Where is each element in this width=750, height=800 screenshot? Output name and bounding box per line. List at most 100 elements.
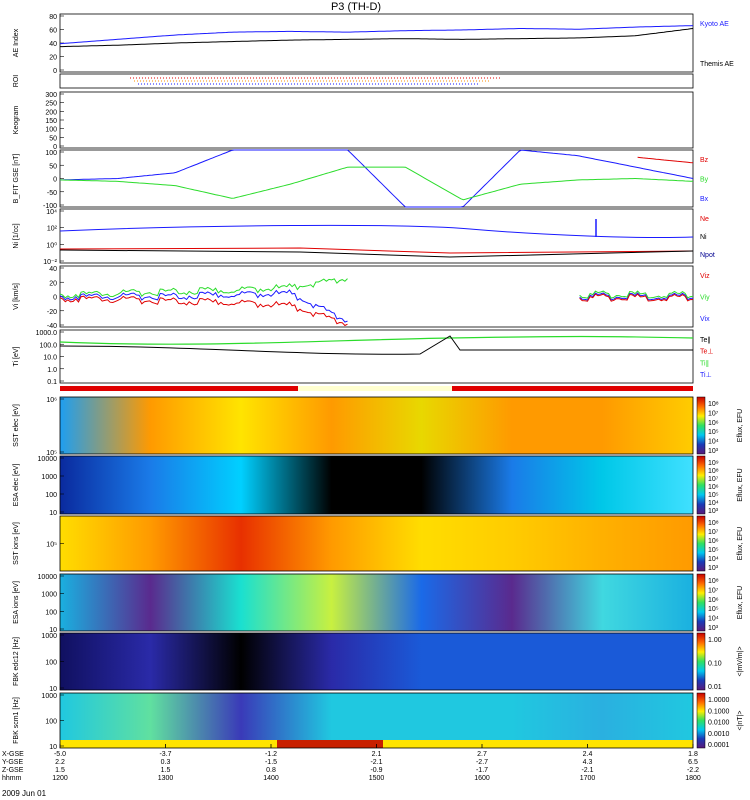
spectrogram-fbk_e bbox=[60, 633, 693, 690]
footer-value: 1700 bbox=[580, 775, 596, 782]
spectrogram-fbk_b bbox=[60, 693, 693, 748]
y-tick-label: 1.0 bbox=[47, 367, 57, 374]
panel-ylabel: FBK scm1 [Hz] bbox=[13, 697, 20, 744]
colorbar-label: <|mV/m|> bbox=[737, 646, 744, 676]
colorbar-tick: 10³ bbox=[708, 448, 719, 455]
legend-Ni: Ni bbox=[700, 234, 707, 241]
colorbar-tick: 10⁶ bbox=[708, 484, 719, 491]
mode-bar-fast-2 bbox=[452, 386, 693, 391]
colorbar-tick: 0.10 bbox=[708, 661, 722, 668]
y-tick-label: 100 bbox=[45, 150, 57, 157]
panel-fbk_b: 1.0000 0.1000 0.0100 0.0010 0.0001 <|nT|> FBK … bbox=[13, 692, 744, 751]
y-tick-label: 1000 bbox=[41, 592, 57, 599]
colorbar-esa_i: 10⁸ 10⁷ 10⁶ 10⁵ 10⁴ 10³ Eflux, EFU bbox=[696, 573, 744, 632]
colorbar-tick: 10⁵ bbox=[708, 429, 719, 436]
y-tick-label: 0 bbox=[53, 144, 57, 151]
series-group-bfit bbox=[59, 149, 694, 208]
ni-curves bbox=[59, 219, 694, 258]
series-Ti-par bbox=[59, 335, 694, 345]
y-tick-label: 50 bbox=[49, 163, 57, 170]
footer-value: 0.8 bbox=[266, 767, 276, 774]
colorbar-sst_e: 10⁸ 10⁷ 10⁶ 10⁵ 10⁴ 10³ Eflux, EFU bbox=[696, 396, 744, 455]
legend-Ti∥: Ti∥ bbox=[700, 359, 709, 367]
colorbar-tick: 0.1000 bbox=[708, 708, 730, 715]
mode-bar bbox=[60, 386, 693, 391]
footer-value: 2.4 bbox=[583, 751, 593, 758]
series-Kyoto AE bbox=[59, 25, 694, 45]
y-tick-label: 10² bbox=[47, 226, 58, 233]
panel-ylabel: ESA elec [eV] bbox=[13, 464, 20, 507]
panel-frame bbox=[59, 455, 694, 515]
spectrogram-sst_e bbox=[60, 397, 693, 454]
y-tick-label: 10 bbox=[49, 627, 57, 634]
colorbar-tick: 10⁶ bbox=[708, 597, 719, 604]
legend-Npot: Npot bbox=[700, 252, 715, 259]
colorbar-tick: 10³ bbox=[708, 565, 719, 572]
panel-ylabel: AE Index bbox=[13, 28, 20, 57]
colorbar-tick: 10³ bbox=[708, 625, 719, 632]
y-tick-label: 0 bbox=[53, 177, 57, 184]
y-tick-label: 0 bbox=[53, 68, 57, 75]
legend-Bx: Bx bbox=[700, 196, 709, 203]
colorbar-tick: 10⁵ bbox=[708, 606, 719, 613]
y-tick-label: -50 bbox=[47, 190, 57, 197]
colorbar-tick: 10⁷ bbox=[708, 410, 719, 417]
legend-Kyoto AE: Kyoto AE bbox=[700, 21, 729, 28]
ti-curves bbox=[59, 335, 694, 355]
panel-frame bbox=[59, 73, 694, 89]
colorbar-tick: 10⁸ bbox=[708, 520, 719, 527]
panel-frame bbox=[59, 396, 694, 455]
y-tick-label: 300 bbox=[45, 92, 57, 99]
colorbar-tick: 10⁷ bbox=[708, 529, 719, 536]
footer-row-label: X-GSE bbox=[2, 751, 24, 758]
series-Te-par bbox=[59, 335, 693, 355]
y-tick-label: -100 bbox=[43, 203, 57, 210]
footer-value: -1.2 bbox=[265, 751, 277, 758]
colorbar-tick: 10⁴ bbox=[708, 439, 719, 446]
footer-value: -1.7 bbox=[476, 767, 488, 774]
panel-ylabel: ESA ions [eV] bbox=[13, 581, 20, 624]
panel-ae: AE Index 80 60 40 20 0 Kyoto AE Themis AE bbox=[13, 13, 734, 75]
legend-Te∥: Te∥ bbox=[700, 336, 711, 344]
colorbar-label: Eflux, EFU bbox=[737, 468, 744, 501]
spectrogram-esa_e bbox=[60, 456, 693, 514]
y-tick-label: 20 bbox=[49, 55, 57, 62]
fbk-b-burst bbox=[277, 740, 383, 748]
panel-bfit: B_FIT GSE [nT] 100 50 0 -50 -100 Bz By Bx bbox=[13, 149, 709, 210]
colorbar-tick: 10⁸ bbox=[708, 578, 719, 585]
series-Npot bbox=[59, 249, 694, 258]
colorbar-tick: 10⁹ bbox=[708, 460, 719, 467]
y-tick-label: 1000 bbox=[41, 693, 57, 700]
y-tick-label: 0.1 bbox=[47, 379, 57, 386]
panel-sst_i: 10⁸ 10⁷ 10⁶ 10⁵ 10⁴ 10³ Eflux, EFU SST ions [eV… bbox=[13, 515, 744, 572]
y-tick-label: 10⁻² bbox=[43, 259, 57, 266]
y-tick-label: -40 bbox=[47, 323, 57, 330]
panel-frame bbox=[59, 91, 694, 149]
y-tick-label: 250 bbox=[45, 101, 57, 108]
mode-bar-bg bbox=[60, 386, 693, 391]
footer-value: 1600 bbox=[474, 775, 490, 782]
footer-value: 1400 bbox=[263, 775, 279, 782]
panel-frame bbox=[59, 13, 694, 73]
y-tick-label: 50 bbox=[49, 135, 57, 142]
panel-ylabel: ROI bbox=[13, 75, 20, 88]
y-tick-label: 0 bbox=[53, 295, 57, 302]
colorbar-tick: 10³ bbox=[708, 508, 719, 515]
footer-value: -3.7 bbox=[159, 751, 171, 758]
colorbar-tick: 1.00 bbox=[708, 637, 722, 644]
y-tick-label: 150 bbox=[45, 118, 57, 125]
y-tick-label: 1000.0 bbox=[36, 330, 58, 337]
footer-value: -1.5 bbox=[265, 759, 277, 766]
y-tick-label: 10000 bbox=[38, 574, 58, 581]
series-group-vi bbox=[59, 278, 694, 327]
colorbar-tick: 10⁶ bbox=[708, 538, 719, 545]
y-tick-label: 10⁰ bbox=[46, 241, 57, 249]
legend-Ne: Ne bbox=[700, 216, 709, 223]
y-tick-label: 10⁵ bbox=[46, 450, 57, 457]
y-tick-label: 40 bbox=[49, 266, 57, 273]
footer-value: 1300 bbox=[158, 775, 174, 782]
legend-Themis AE: Themis AE bbox=[700, 61, 734, 68]
legend-Viz: Viz bbox=[700, 273, 710, 280]
